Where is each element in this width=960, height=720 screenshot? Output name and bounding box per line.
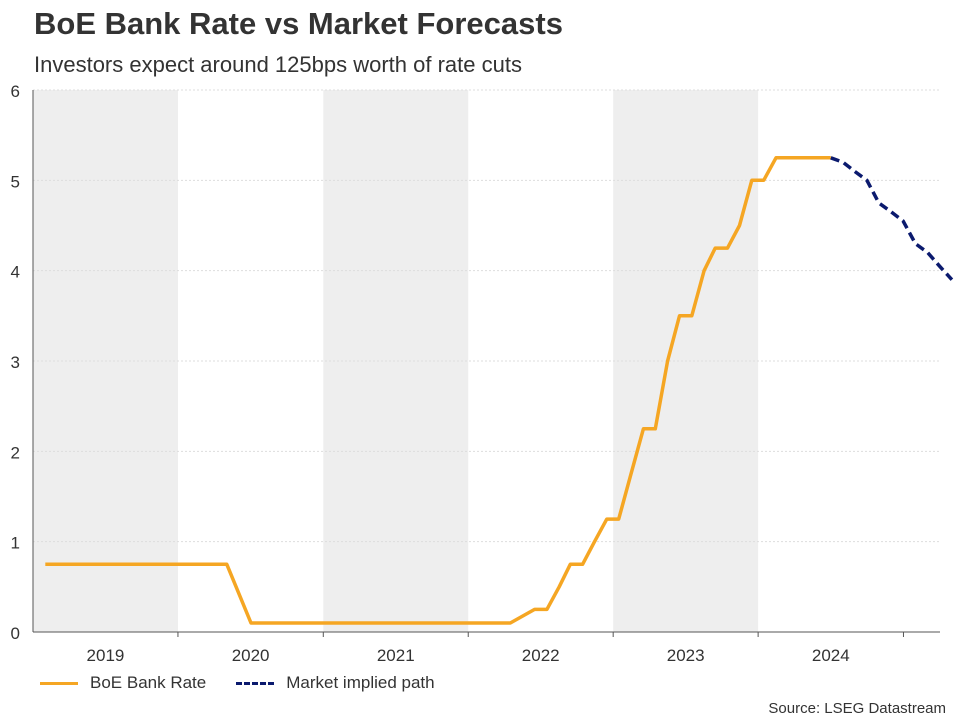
legend-swatch-bank-rate [40,681,78,685]
x-tick-label-2021: 2021 [377,646,415,665]
x-tick-label-2022: 2022 [522,646,560,665]
legend-label-market-path: Market implied path [286,673,435,692]
y-tick-label-5: 5 [11,172,20,191]
legend: BoE Bank Rate Market implied path [40,673,465,693]
legend-item-market-path: Market implied path [236,673,435,693]
chart-subtitle: Investors expect around 125bps worth of … [34,52,522,77]
source-note: Source: LSEG Datastream [768,700,946,717]
y-tick-label-3: 3 [11,353,20,372]
series-lines [45,156,954,625]
x-tick-label-2020: 2020 [232,646,270,665]
bank-rate-line [45,156,831,625]
chart-title: BoE Bank Rate vs Market Forecasts [34,6,563,41]
grid-lines [33,89,940,543]
market-path-line [830,156,954,281]
y-tick-label-6: 6 [11,82,20,101]
y-tick-label-1: 1 [11,534,20,553]
legend-item-bank-rate: BoE Bank Rate [40,673,206,693]
year-band-2021 [323,90,469,632]
x-tick-label-2019: 2019 [87,646,125,665]
axes: 2019 2020 2021 2022 2023 2024 0 1 2 3 4 5 6 [11,82,940,665]
y-tick-label-0: 0 [11,624,20,643]
legend-swatch-market-path [236,681,275,685]
x-tick-label-2024: 2024 [812,646,850,665]
legend-label-bank-rate: BoE Bank Rate [90,673,207,692]
y-tick-label-2: 2 [11,443,20,462]
x-tick-label-2023: 2023 [667,646,705,665]
y-tick-label-4: 4 [11,263,20,282]
